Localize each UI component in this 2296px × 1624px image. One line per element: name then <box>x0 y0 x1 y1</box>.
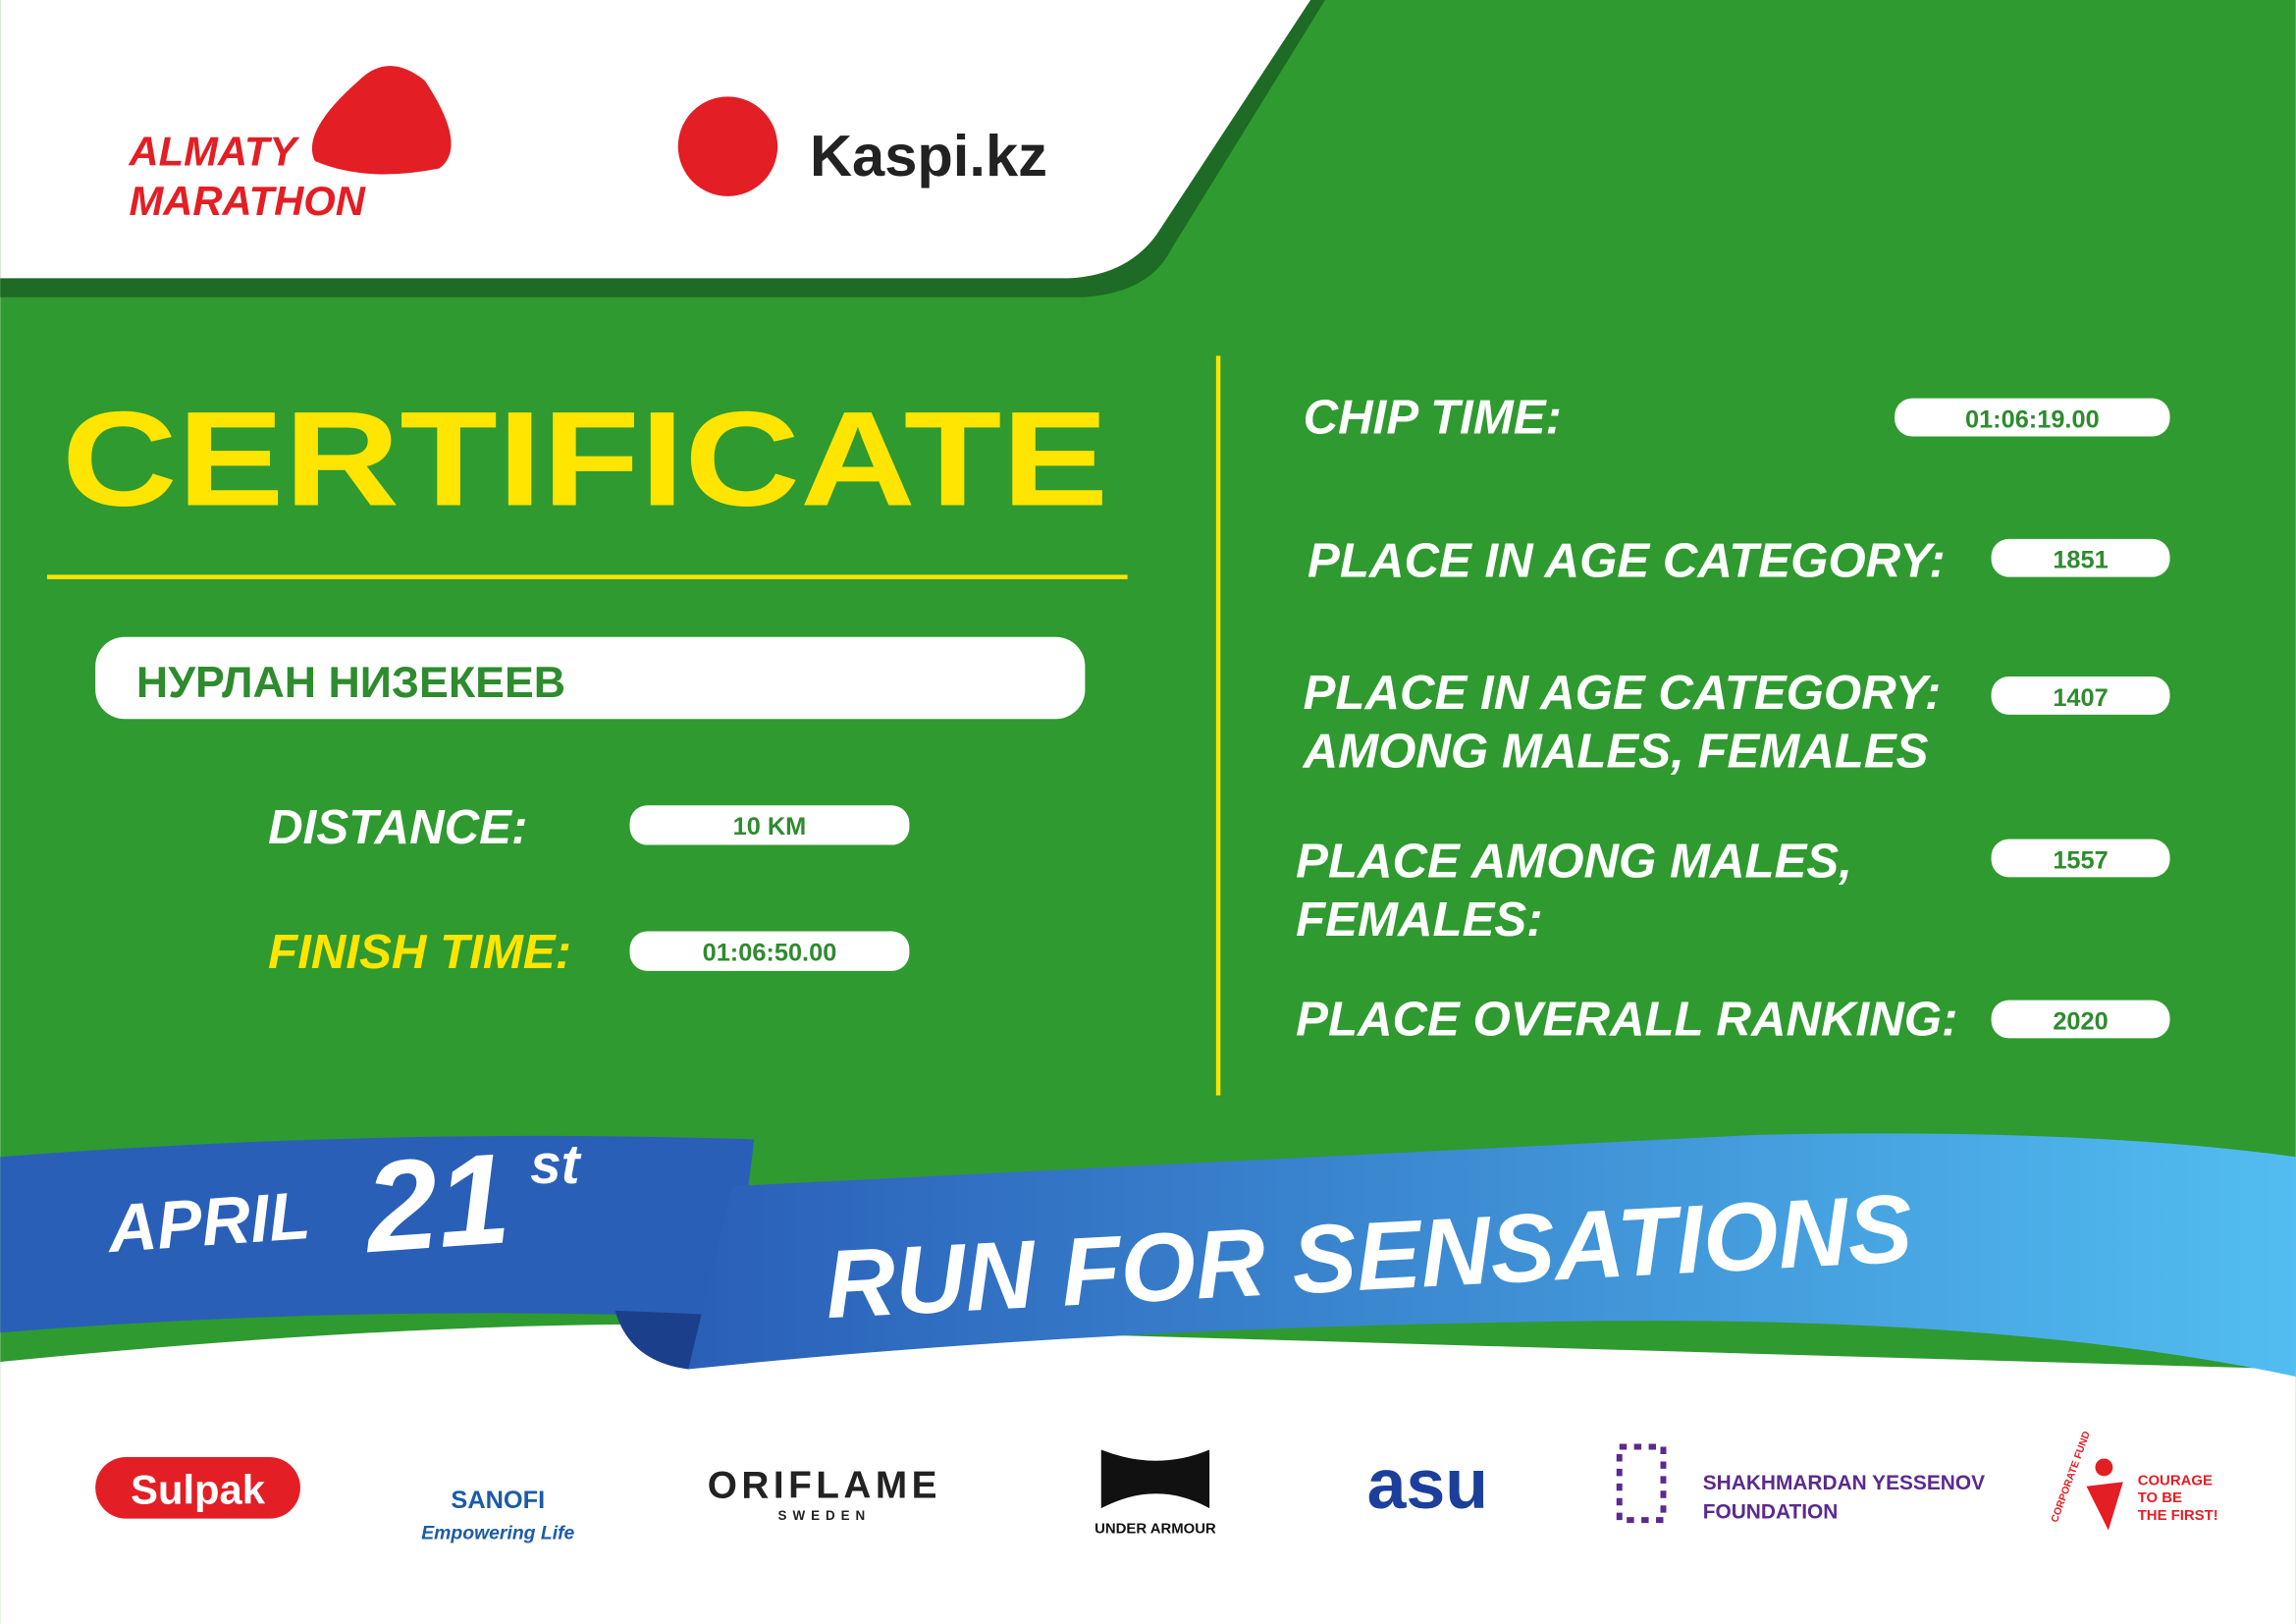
partner: FOUNDATION <box>1703 1501 1839 1524</box>
partner: SWEDEN <box>778 1508 872 1523</box>
value-box <box>629 931 910 971</box>
partner: Empowering Life <box>421 1522 574 1543</box>
field-label: PLACE OVERALL RANKING: <box>1296 992 1957 1046</box>
sponsor-logo: Kaspi.kz <box>810 123 1047 189</box>
ribbon-day: 21 <box>358 1125 514 1279</box>
value-box <box>1991 677 2170 715</box>
field-label: FEMALES: <box>1296 893 1542 947</box>
value-box <box>1991 538 2170 577</box>
ribbon-left <box>0 1135 755 1333</box>
partner: asu <box>1367 1445 1488 1524</box>
value-box <box>1991 1000 2170 1039</box>
partner: Sulpak <box>131 1467 266 1513</box>
fund-logo <box>2095 1458 2113 1477</box>
almaty-logo <box>311 66 452 175</box>
kaspi-logo <box>677 96 778 196</box>
title: CERTIFICATE <box>62 385 1108 535</box>
field-label: FINISH TIME: <box>268 925 571 979</box>
logo-text: MARATHON <box>129 178 365 224</box>
field-label: PLACE IN AGE CATEGORY: <box>1308 534 1946 588</box>
ribbon-suffix: st <box>530 1134 582 1196</box>
field-label: PLACE IN AGE CATEGORY: <box>1304 666 1942 720</box>
partner: TO BE <box>2138 1490 2182 1506</box>
field-label: PLACE AMONG MALES, <box>1296 834 1852 888</box>
ribbon-month: APRIL <box>104 1177 313 1267</box>
header-panel <box>0 0 1311 279</box>
under-armour-logo <box>1100 1449 1210 1509</box>
field-value: 01:06:50.00 <box>703 939 837 966</box>
yessenov-logo <box>1616 1443 1667 1524</box>
fields: DISTANCE: 10 KM FINISH TIME: 01:06:50.00 CHI… <box>268 390 2170 1046</box>
logo-text: ALMATY <box>128 129 299 175</box>
fund-logo <box>2086 1482 2123 1531</box>
partner: SANOFI <box>451 1487 545 1514</box>
field-label: AMONG MALES, FEMALES <box>1302 725 1929 779</box>
partner: SHAKHMARDAN YESSENOV <box>1703 1472 1985 1494</box>
field-label: DISTANCE: <box>268 800 527 854</box>
value-box <box>1895 398 2170 437</box>
value-box <box>1991 839 2170 878</box>
partner: THE FIRST! <box>2138 1508 2218 1524</box>
partner: COURAGE <box>2138 1473 2213 1489</box>
field-value: 2020 <box>2053 1007 2108 1035</box>
field-value: 1407 <box>2053 684 2108 712</box>
sulpak-logo <box>95 1456 300 1519</box>
participant-name: НУРЛАН НИЗЕКЕЕВ <box>136 658 565 707</box>
field-value: 1851 <box>2053 547 2108 574</box>
field-value: 1557 <box>2053 846 2108 874</box>
field-value: 10 KM <box>733 813 807 840</box>
field-label: CHIP TIME: <box>1304 390 1562 444</box>
name-box <box>95 636 1086 720</box>
partner: ORIFLAME <box>708 1465 941 1507</box>
field-value: 01:06:19.00 <box>1965 406 2100 433</box>
ribbon <box>688 1133 2296 1377</box>
value-box <box>629 805 910 845</box>
partner: UNDER ARMOUR <box>1095 1522 1216 1538</box>
